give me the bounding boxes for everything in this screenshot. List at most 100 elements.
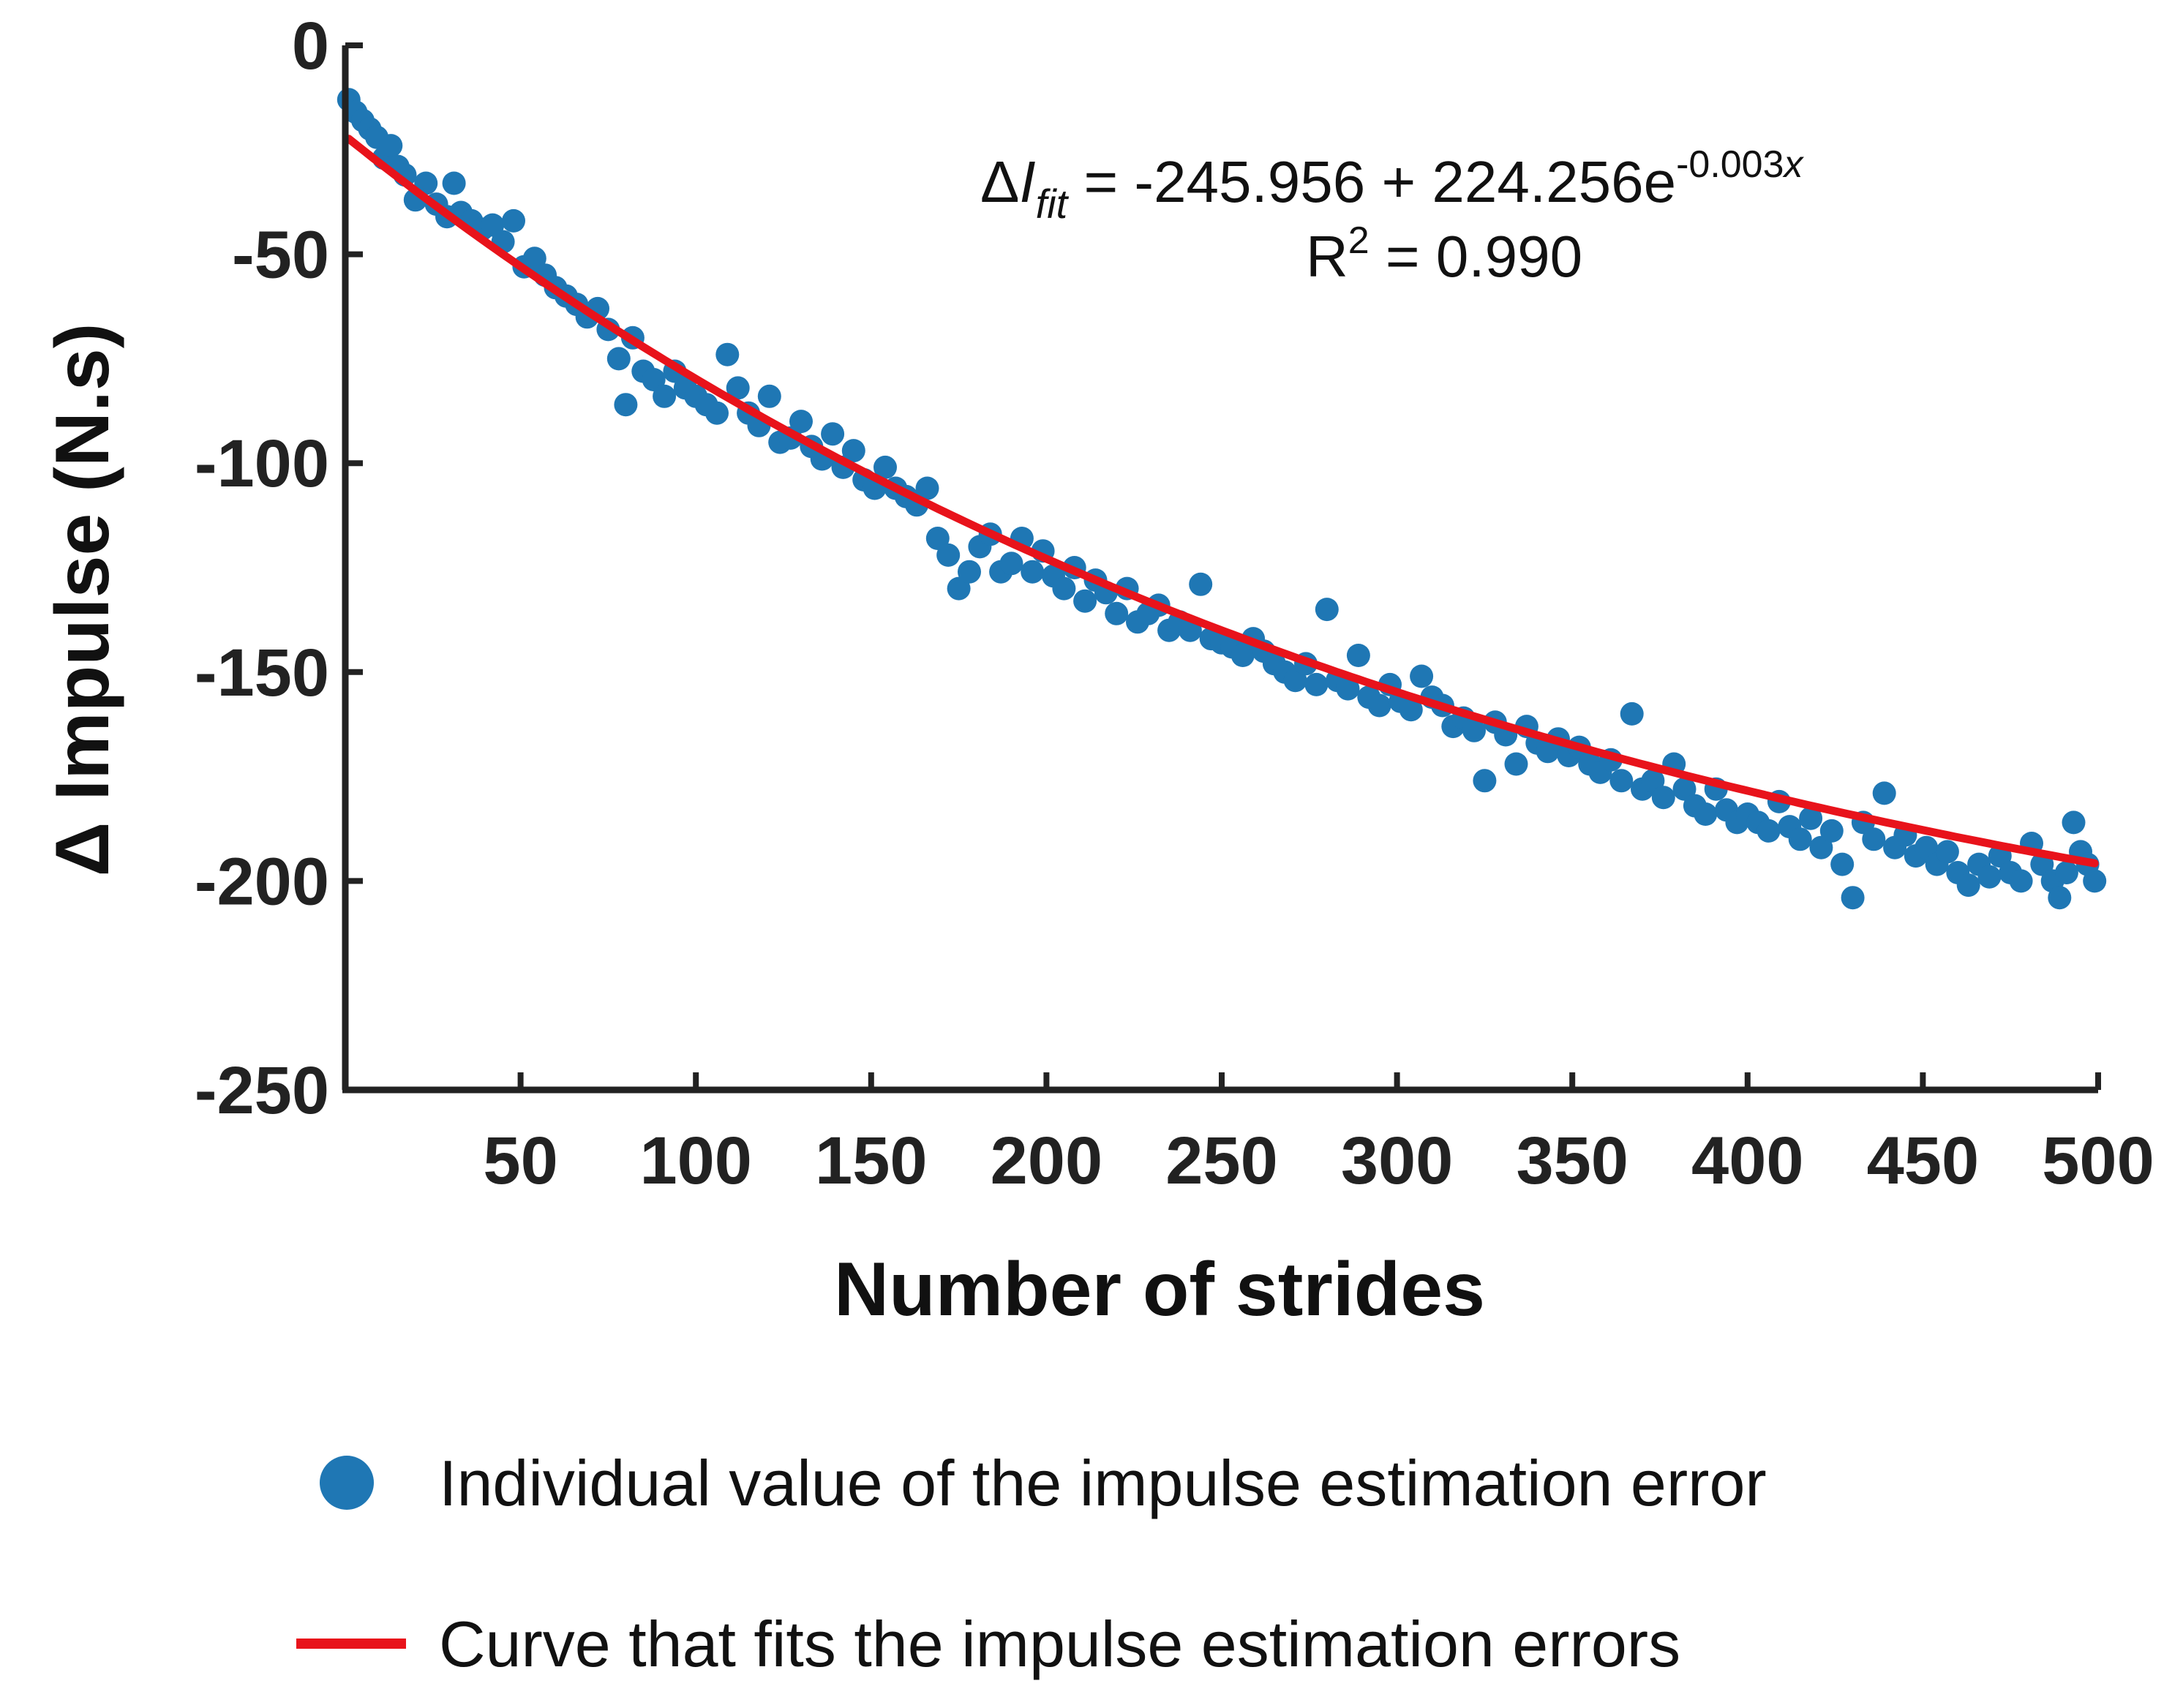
data-point xyxy=(2048,886,2072,910)
data-point xyxy=(1977,865,2002,889)
data-point xyxy=(2062,810,2086,835)
data-point xyxy=(1021,560,1045,584)
data-point xyxy=(1651,786,1675,810)
data-point xyxy=(1620,701,1644,726)
data-point xyxy=(2083,869,2107,893)
data-point xyxy=(1052,576,1076,601)
data-point xyxy=(2009,869,2033,893)
data-point xyxy=(1462,718,1486,742)
data-point xyxy=(502,208,525,233)
data-point xyxy=(1304,672,1329,696)
data-point xyxy=(1504,752,1528,776)
data-point xyxy=(1799,806,1823,830)
data-point xyxy=(1788,827,1812,851)
y-tick-label: -50 xyxy=(232,218,329,293)
data-point xyxy=(1830,852,1855,876)
x-tick-label: 50 xyxy=(483,1124,557,1198)
data-point xyxy=(1399,698,1423,722)
data-point xyxy=(1809,835,1833,859)
data-point xyxy=(947,576,971,601)
legend: Individual value of the impulse estimati… xyxy=(296,1447,1767,1680)
data-point xyxy=(1367,693,1391,718)
legend-label-curve: Curve that fits the impulse estimation e… xyxy=(439,1608,1680,1680)
equation-exponent: -0.003 xyxy=(1676,143,1784,186)
data-point xyxy=(1819,819,1844,843)
data-point xyxy=(715,342,740,366)
data-point xyxy=(1189,572,1213,596)
data-point xyxy=(841,439,865,463)
fit-equation: ΔIfit = -245.956 + 224.256e-0.003x R2 = … xyxy=(980,143,1805,289)
data-point xyxy=(1473,769,1497,793)
x-tick-label: 200 xyxy=(991,1124,1103,1198)
data-point xyxy=(1609,769,1634,793)
data-point xyxy=(821,422,845,446)
data-point xyxy=(999,552,1023,576)
r-squared-line: R2 = 0.990 xyxy=(1306,219,1582,289)
data-point xyxy=(1672,777,1697,801)
data-point xyxy=(1694,802,1718,826)
data-point xyxy=(442,171,466,195)
data-point xyxy=(1346,644,1370,667)
data-point xyxy=(522,247,546,271)
data-point xyxy=(705,401,729,425)
r-squared-label: R xyxy=(1306,224,1348,289)
data-point xyxy=(789,410,813,434)
r-squared-value: = 0.990 xyxy=(1369,224,1582,289)
equation-variable: I xyxy=(1019,149,1035,214)
data-point xyxy=(642,368,666,391)
data-point xyxy=(1915,835,1939,859)
x-axis-title: Number of strides xyxy=(834,1247,1485,1332)
data-point xyxy=(1315,598,1339,622)
data-point xyxy=(414,171,438,195)
data-point xyxy=(2054,861,2078,884)
data-point xyxy=(1935,840,1959,864)
equation-main: = -245.956 + 224.256e xyxy=(1067,149,1676,214)
x-axis-ticks: 50 100 150 200 250 300 350 400 450 500 xyxy=(483,1072,2154,1198)
x-tick-label: 500 xyxy=(2042,1124,2154,1198)
data-point xyxy=(1410,664,1434,688)
data-point xyxy=(1862,827,1886,851)
data-point xyxy=(1641,769,1665,793)
data-point xyxy=(873,455,897,479)
x-tick-label: 150 xyxy=(815,1124,928,1198)
y-tick-label: -200 xyxy=(195,844,329,919)
data-point xyxy=(653,384,677,408)
data-point xyxy=(379,134,403,158)
x-tick-label: 350 xyxy=(1516,1124,1628,1198)
data-point xyxy=(1283,669,1307,693)
data-point xyxy=(1230,644,1255,667)
data-point xyxy=(606,347,631,371)
x-tick-label: 100 xyxy=(639,1124,752,1198)
data-point xyxy=(614,393,638,417)
data-point xyxy=(925,527,950,550)
r-squared-superscript: 2 xyxy=(1348,219,1369,262)
data-point xyxy=(1756,819,1781,843)
y-tick-label: -150 xyxy=(195,636,329,710)
y-axis-title: Δ Impulse (N.s) xyxy=(40,323,125,877)
data-point xyxy=(1105,601,1129,625)
data-point xyxy=(1956,873,1980,898)
fit-equation-line: ΔIfit = -245.956 + 224.256e-0.003x xyxy=(980,143,1805,227)
data-point xyxy=(1841,886,1865,910)
legend-label-points: Individual value of the impulse estimati… xyxy=(439,1447,1767,1519)
x-tick-label: 400 xyxy=(1691,1124,1804,1198)
data-point xyxy=(1073,589,1097,613)
equation-exponent-var: x xyxy=(1782,143,1805,186)
x-tick-label: 300 xyxy=(1341,1124,1454,1198)
legend-dot-marker xyxy=(320,1456,374,1510)
data-point xyxy=(915,476,939,500)
data-point xyxy=(958,560,981,584)
data-point xyxy=(757,384,781,408)
data-point xyxy=(936,543,961,567)
data-point xyxy=(1336,677,1360,701)
equation-subscript: fit xyxy=(1036,181,1070,227)
data-point xyxy=(726,376,750,400)
y-tick-label: -100 xyxy=(195,426,329,501)
y-tick-label: 0 xyxy=(292,9,329,83)
fit-curve-line xyxy=(345,135,2099,868)
x-tick-label: 250 xyxy=(1165,1124,1278,1198)
equation-delta: Δ xyxy=(980,149,1019,214)
data-point xyxy=(481,213,505,237)
y-axis-ticks: 0 -50 -100 -150 -200 -250 xyxy=(195,9,363,1128)
